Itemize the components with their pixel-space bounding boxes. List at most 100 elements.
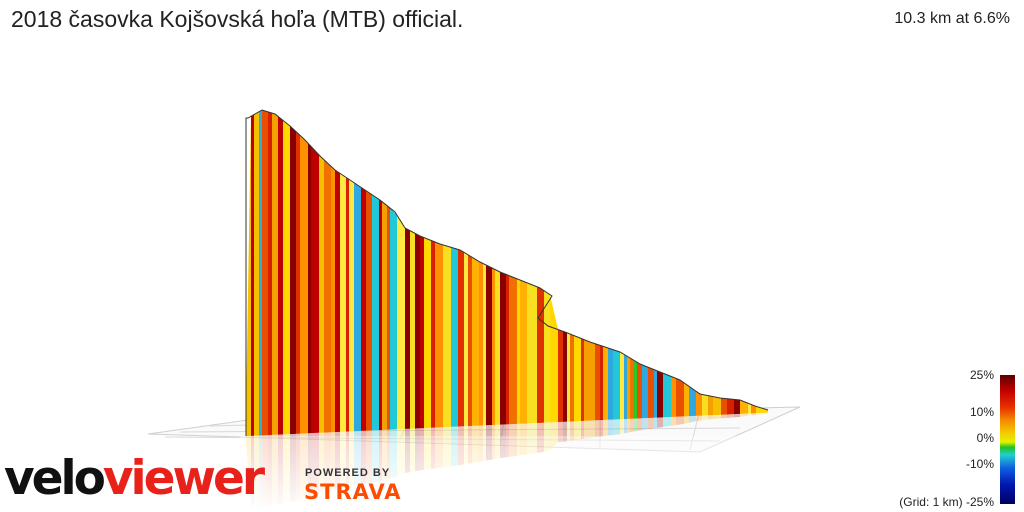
gradient-strip — [354, 182, 357, 432]
gradient-strip — [272, 113, 278, 435]
reflection-strip — [642, 418, 648, 431]
gradient-strip — [254, 111, 259, 436]
gradient-strip — [319, 154, 324, 433]
gradient-strip — [527, 282, 533, 424]
gradient-strip — [567, 332, 570, 422]
gradient-strip — [713, 396, 721, 416]
reflection-strip — [663, 416, 671, 428]
reflection-strip — [600, 420, 603, 437]
gradient-strip — [486, 265, 492, 426]
gradient-strip — [290, 126, 296, 435]
reflection-strip — [762, 412, 768, 414]
reflection-strip — [657, 417, 663, 428]
gradient-strip — [657, 370, 663, 418]
gradient-strip — [574, 335, 581, 422]
powered-by-label: POWERED BY — [305, 467, 391, 479]
gradient-strip — [748, 403, 751, 414]
reflection-strip — [595, 420, 600, 438]
gradient-strip — [558, 329, 563, 423]
reflection-strip — [751, 413, 756, 416]
reflection-strip — [740, 413, 748, 417]
gradient-strip — [387, 205, 390, 430]
gradient-strip — [349, 179, 354, 432]
reflection-strip — [671, 416, 676, 426]
gradient-strip — [431, 240, 435, 428]
gradient-strip — [696, 391, 702, 416]
page-title: 2018 časovka Kojšovská hoľa (MTB) offici… — [11, 6, 464, 32]
gradient-strip — [517, 278, 520, 424]
gradient-color-scale — [1000, 375, 1015, 504]
gradient-strip — [751, 404, 756, 414]
reflection-strip — [684, 416, 689, 424]
gradient-strip — [613, 349, 620, 420]
logo-text-viewer: viewer — [102, 451, 265, 506]
gradient-strip — [435, 242, 443, 428]
gradient-strip — [311, 146, 319, 434]
gradient-strip — [563, 331, 567, 422]
gradient-strip — [689, 386, 696, 417]
gradient-strip — [424, 237, 431, 429]
gradient-strip — [468, 254, 472, 427]
gradient-strip — [495, 269, 500, 425]
gradient-strip — [379, 199, 382, 431]
veloviewer-logo[interactable]: veloviewer — [4, 448, 294, 510]
reflection-strip — [727, 414, 734, 418]
gradient-strip — [443, 244, 451, 428]
gradient-strip — [492, 268, 495, 426]
reflection-strip — [627, 418, 630, 433]
reflection-strip — [613, 419, 620, 435]
gradient-strip — [620, 352, 624, 420]
gradient-strip — [366, 190, 372, 431]
gradient-strip — [246, 116, 251, 437]
gradient-strip — [308, 143, 311, 434]
reflection-strip — [620, 419, 624, 435]
strava-logo[interactable]: STRAVA — [304, 480, 402, 504]
gradient-strip — [372, 194, 379, 431]
gradient-strip — [533, 285, 537, 424]
gradient-strip — [300, 135, 308, 434]
gradient-strip — [357, 184, 361, 432]
reflection-strip — [634, 418, 637, 432]
gradient-strip — [382, 201, 387, 430]
gradient-strip — [630, 358, 634, 419]
gradient-strip — [458, 249, 464, 427]
reflection-strip — [689, 415, 696, 423]
gradient-strip — [581, 338, 584, 422]
gradient-strip — [262, 110, 268, 436]
gradient-strip — [676, 378, 684, 417]
gradient-strip — [544, 290, 550, 423]
gradient-strip — [734, 399, 740, 415]
gradient-strip — [479, 261, 483, 426]
reflection-strip — [654, 417, 657, 429]
gradient-strip — [608, 348, 613, 420]
reflection-strip — [570, 421, 574, 441]
gradient-strip — [762, 408, 768, 413]
gradient-strip — [627, 356, 630, 419]
gradient-strip — [483, 263, 486, 426]
gradient-strip — [464, 252, 468, 427]
reflection-strip — [748, 413, 751, 416]
reflection-strip — [734, 413, 740, 418]
gradient-strip — [634, 360, 637, 419]
reflection-strip — [676, 416, 684, 426]
scale-label-10: 10% — [969, 405, 994, 419]
scale-label-25: 25% — [969, 368, 994, 382]
gradient-strip — [346, 177, 349, 432]
gradient-strip — [721, 398, 727, 415]
gradient-strip — [405, 228, 410, 429]
gradient-strip — [390, 208, 397, 430]
gradient-strip — [600, 345, 603, 421]
gradient-strip — [642, 364, 648, 419]
gradient-strip — [506, 274, 509, 425]
reflection-strip — [637, 418, 642, 431]
gradient-strip — [397, 215, 405, 430]
gradient-strip — [331, 166, 335, 433]
reflection-fade — [240, 436, 780, 512]
reflection-strip — [696, 415, 702, 422]
gradient-strip — [415, 233, 420, 429]
gradient-strip — [268, 111, 272, 436]
gradient-strip — [296, 131, 300, 434]
route-summary: 10.3 km at 6.6% — [894, 10, 1010, 27]
